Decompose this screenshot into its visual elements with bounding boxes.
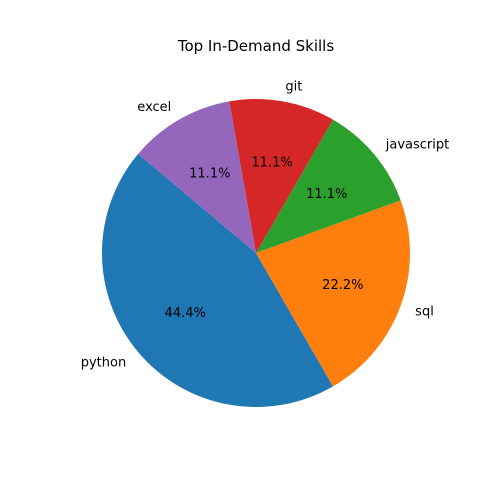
- pct-label-javascript: 11.1%: [306, 187, 347, 202]
- pct-label-git: 11.1%: [251, 156, 292, 171]
- slice-label-excel: excel: [137, 100, 171, 115]
- slice-label-sql: sql: [415, 304, 434, 319]
- slice-label-git: git: [285, 80, 302, 95]
- pct-label-sql: 22.2%: [322, 278, 363, 293]
- pie-slices: [101, 99, 410, 408]
- slice-label-javascript: javascript: [385, 138, 449, 153]
- pie-slice-git: [229, 99, 333, 253]
- pie-slice-python: [101, 154, 333, 408]
- pct-label-python: 44.4%: [165, 306, 206, 321]
- pie-slice-sql: [256, 200, 410, 387]
- pct-label-excel: 11.1%: [189, 166, 230, 181]
- pie-labels: python 44.4% sql 22.2% javascript 11.1% git 11.…: [81, 80, 449, 371]
- pie-slice-excel: [138, 101, 256, 253]
- pie-slice-javascript: [256, 119, 401, 253]
- slice-label-python: python: [81, 355, 126, 370]
- chart-title: Top In-Demand Skills: [177, 37, 335, 55]
